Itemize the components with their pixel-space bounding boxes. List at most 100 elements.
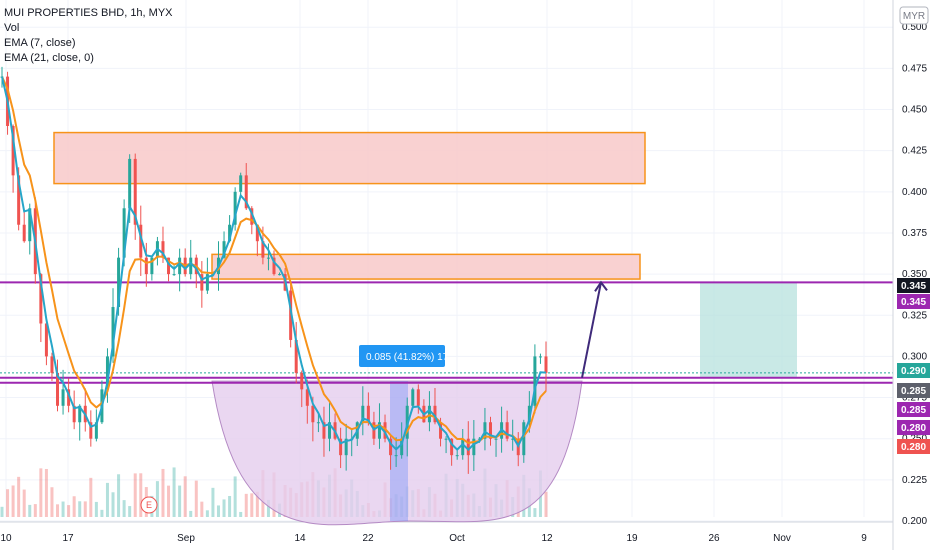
candle-body bbox=[383, 422, 387, 439]
time-tick-3: 14 bbox=[294, 533, 306, 544]
candle-body bbox=[117, 257, 121, 308]
volume-bar bbox=[211, 487, 215, 517]
indicator-ema7[interactable]: EMA (7, close) bbox=[4, 37, 76, 49]
candle-body bbox=[488, 422, 492, 439]
time-tick-2: Sep bbox=[177, 533, 195, 544]
price-tick-4: 0.400 bbox=[902, 187, 927, 198]
volume-bar bbox=[200, 501, 204, 517]
target-box[interactable] bbox=[700, 282, 797, 378]
candle-body bbox=[294, 339, 298, 373]
projection-arrow[interactable] bbox=[581, 282, 602, 379]
candle-body bbox=[78, 405, 82, 423]
volume-bar bbox=[0, 506, 4, 517]
indicator-ema21[interactable]: EMA (21, close, 0) bbox=[4, 52, 94, 64]
candle-body bbox=[344, 438, 348, 456]
candle-body bbox=[444, 438, 448, 440]
candle-body bbox=[538, 356, 542, 358]
candle-body bbox=[461, 438, 465, 456]
candle-body bbox=[411, 389, 415, 406]
candle-body bbox=[250, 208, 254, 225]
candle-body bbox=[416, 389, 420, 406]
volume-bar bbox=[17, 476, 21, 517]
candle-body bbox=[255, 224, 259, 242]
volume-bar bbox=[83, 501, 87, 517]
candle-body bbox=[366, 405, 370, 423]
price-tag-bg-2 bbox=[897, 363, 930, 378]
candle-body bbox=[522, 422, 526, 456]
time-tick-0: 10 bbox=[0, 533, 12, 544]
candle-body bbox=[483, 422, 487, 439]
zone-resistance-upper[interactable] bbox=[53, 131, 646, 185]
candle-body bbox=[50, 356, 54, 373]
volume-bar bbox=[50, 487, 54, 517]
candle-body bbox=[128, 158, 132, 209]
currency-badge[interactable]: MYR bbox=[899, 6, 929, 25]
measure-label[interactable]: 0.085 (41.82%) 17 bbox=[359, 345, 449, 367]
volume-bar bbox=[533, 508, 537, 517]
volume-bar bbox=[172, 467, 176, 517]
zone-resistance-lower[interactable] bbox=[211, 253, 641, 280]
volume-bar bbox=[89, 477, 93, 517]
volume-bar bbox=[28, 504, 32, 517]
candle-body bbox=[22, 224, 26, 242]
indicator-vol[interactable]: Vol bbox=[4, 22, 20, 34]
candle-body bbox=[389, 438, 393, 456]
candle-body bbox=[233, 191, 237, 225]
volume-bar bbox=[205, 510, 209, 517]
candle-body bbox=[533, 356, 537, 406]
candle-body bbox=[511, 438, 515, 440]
price-tag-bg-0 bbox=[897, 278, 930, 293]
price-tick-6: 0.350 bbox=[902, 269, 927, 280]
event-marker[interactable]: E bbox=[140, 496, 158, 514]
candle-body bbox=[316, 422, 320, 424]
candle-body bbox=[28, 208, 32, 242]
measure-box[interactable] bbox=[390, 381, 408, 521]
candle-body bbox=[272, 257, 276, 275]
candle-body bbox=[89, 422, 93, 439]
cup-pattern[interactable] bbox=[211, 380, 583, 526]
candle-body bbox=[472, 438, 476, 456]
time-tick-10: 9 bbox=[861, 533, 867, 544]
candle-body bbox=[305, 389, 309, 406]
volume-bar bbox=[67, 505, 71, 517]
volume-bar bbox=[72, 496, 76, 517]
volume-bar bbox=[44, 468, 48, 517]
price-tags: 0.345 0.345 0.290 0.285 0.285 0.280 0.280 bbox=[897, 278, 930, 454]
candle-body bbox=[361, 405, 365, 423]
volume-bar bbox=[11, 485, 15, 517]
volume-bar bbox=[56, 504, 60, 517]
time-tick-9: Nov bbox=[773, 533, 791, 544]
volume-bar bbox=[167, 485, 171, 517]
volume-bar bbox=[161, 468, 165, 517]
candle-body bbox=[167, 257, 171, 275]
candle-body bbox=[400, 438, 404, 456]
candle-body bbox=[172, 274, 176, 276]
price-tag-1: 0.345 bbox=[901, 297, 926, 308]
volume-bar bbox=[178, 485, 182, 517]
svg-text:MYR: MYR bbox=[903, 11, 925, 22]
volume-bar bbox=[22, 489, 26, 517]
volume-bar bbox=[111, 492, 115, 517]
candle-body bbox=[67, 389, 71, 406]
price-tag-4: 0.285 bbox=[901, 405, 926, 416]
volume-bar bbox=[122, 500, 126, 517]
candle-body bbox=[439, 422, 443, 439]
price-tick-2: 0.450 bbox=[902, 105, 927, 116]
price-tag-bg-3 bbox=[897, 383, 930, 398]
candle-body bbox=[200, 274, 204, 291]
price-tick-3: 0.425 bbox=[902, 146, 927, 157]
price-tick-12: 0.200 bbox=[902, 516, 927, 527]
volume-bar bbox=[250, 493, 254, 517]
volume-bar bbox=[255, 491, 259, 517]
price-tag-bg-1 bbox=[897, 294, 930, 309]
candle-body bbox=[394, 455, 398, 457]
time-tick-6: 12 bbox=[541, 533, 553, 544]
candle-body bbox=[56, 372, 60, 406]
volume-bar bbox=[194, 480, 198, 517]
candle-body bbox=[328, 422, 332, 439]
candle-body bbox=[105, 356, 109, 390]
volume-bar bbox=[228, 495, 232, 517]
time-tick-5: Oct bbox=[449, 533, 465, 544]
candle-body bbox=[261, 241, 265, 258]
